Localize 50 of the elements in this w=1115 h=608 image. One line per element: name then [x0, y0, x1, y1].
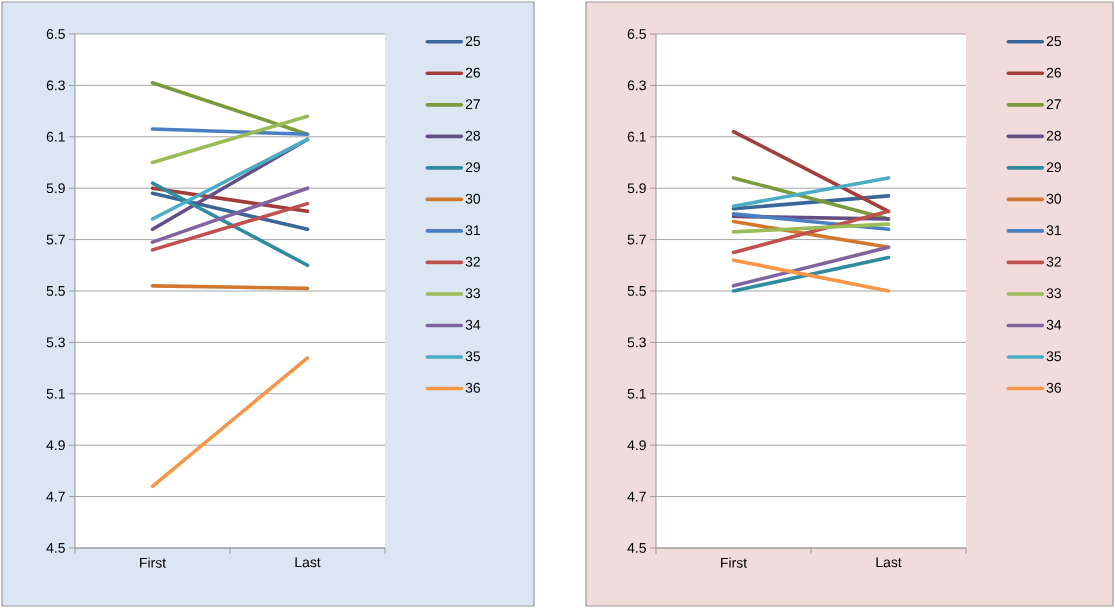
legend-label: 33	[1046, 288, 1061, 299]
y-tick-label: 4.5	[627, 543, 646, 553]
y-tick-label: 6.1	[627, 131, 646, 142]
y-tick-label: 6.5	[46, 29, 65, 39]
legend-label: 36	[465, 382, 480, 393]
y-tick-label: 6.3	[46, 80, 65, 91]
legend-label: 28	[1046, 130, 1062, 141]
legend-label: 31	[465, 225, 480, 236]
legend-label: 30	[465, 193, 481, 204]
y-tick-label: 5.9	[46, 183, 65, 194]
legend-label: 27	[1046, 99, 1061, 109]
legend-label: 25	[465, 36, 481, 47]
legend-label: 33	[465, 288, 480, 299]
x-tick-label: First	[721, 557, 747, 568]
x-tick-label: Last	[876, 557, 902, 568]
legend-label: 35	[465, 351, 481, 362]
legend-label: 27	[465, 99, 480, 109]
y-tick-label: 6.5	[627, 29, 646, 39]
legend-label: 29	[465, 162, 480, 173]
legend-label: 26	[1046, 67, 1061, 78]
legend-label: 25	[1046, 36, 1062, 47]
y-tick-label: 5.1	[46, 388, 65, 399]
legend-label: 26	[465, 67, 480, 78]
y-tick-label: 4.7	[46, 491, 65, 502]
legend-label: 34	[1046, 319, 1062, 330]
y-tick-label: 5.5	[627, 286, 646, 296]
y-tick-label: 6.3	[627, 80, 646, 91]
y-tick-label: 4.5	[46, 543, 65, 553]
y-tick-label: 5.7	[627, 234, 646, 245]
legend-label: 28	[465, 130, 481, 141]
y-tick-label: 6.1	[46, 131, 65, 142]
legend-label: 29	[1046, 162, 1061, 173]
legend-label: 35	[1046, 351, 1062, 362]
legend-label: 32	[1046, 256, 1061, 267]
y-tick-label: 5.3	[46, 337, 65, 348]
y-tick-label: 4.9	[46, 440, 65, 451]
x-tick-label: First	[140, 557, 166, 568]
y-tick-label: 5.5	[46, 286, 65, 296]
x-tick-label: Last	[295, 557, 321, 568]
legend-label: 34	[465, 319, 481, 330]
y-tick-label: 4.9	[627, 440, 646, 451]
y-tick-label: 5.9	[627, 183, 646, 194]
y-tick-label: 5.1	[627, 388, 646, 399]
y-tick-label: 5.3	[627, 337, 646, 348]
legend-label: 36	[1046, 382, 1061, 393]
y-tick-label: 4.7	[627, 491, 646, 502]
legend-label: 32	[465, 256, 480, 267]
legend-label: 31	[1046, 225, 1061, 236]
y-tick-label: 5.7	[46, 234, 65, 245]
legend-label: 30	[1046, 193, 1062, 204]
